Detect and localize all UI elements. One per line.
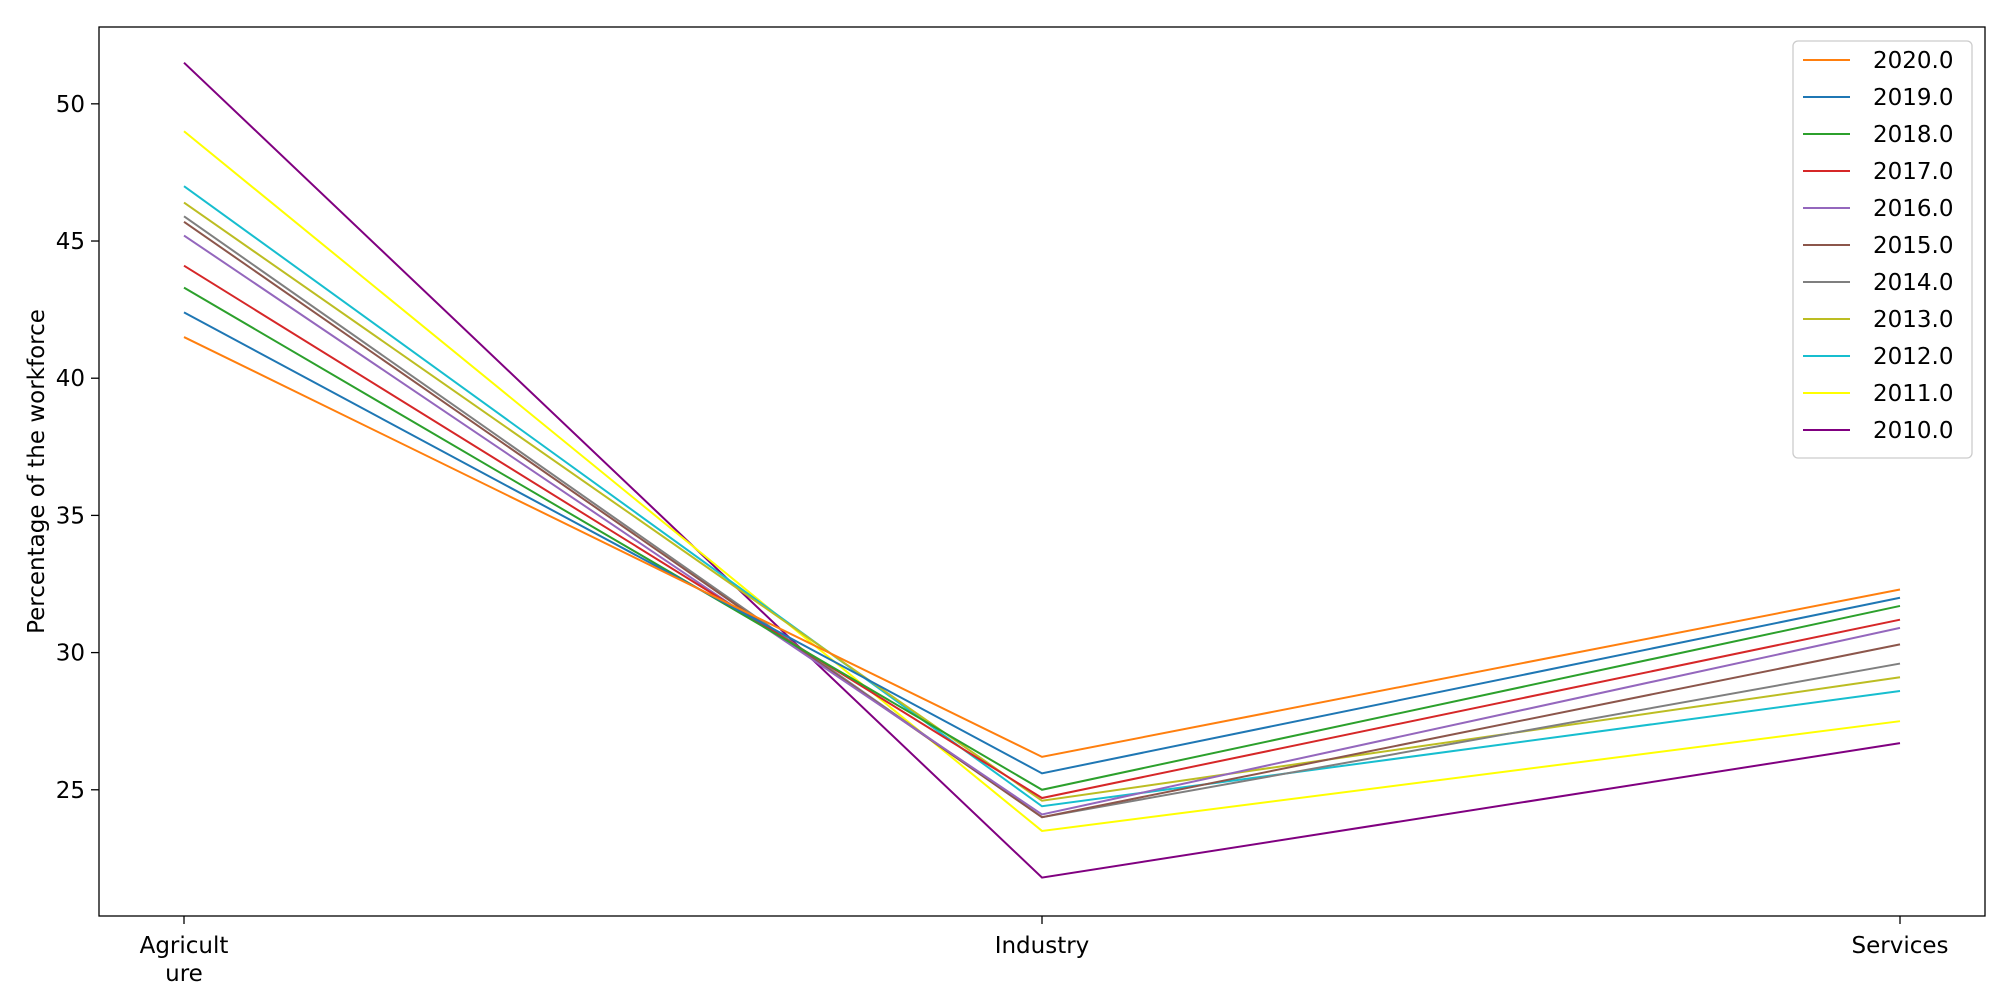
x-tick-label-line: ure — [165, 961, 203, 987]
legend-label: 2020.0 — [1873, 48, 1953, 74]
legend-box — [1792, 40, 1973, 459]
y-tick-label: 35 — [56, 503, 85, 529]
legend-label: 2010.0 — [1873, 418, 1953, 444]
series-line-2020-0 — [183, 336, 1901, 758]
x-tick-label: Industry — [995, 933, 1090, 959]
series-layer — [183, 61, 1901, 879]
x-tick-label-line: Services — [1852, 933, 1949, 959]
y-axis: 25 30 35 40 45 50 — [56, 92, 99, 804]
legend-label: 2011.0 — [1873, 381, 1953, 407]
legend-label: 2015.0 — [1873, 233, 1953, 259]
legend-label: 2019.0 — [1873, 85, 1953, 111]
x-tick-label: Services — [1852, 933, 1949, 959]
series-line-2013-0 — [183, 201, 1901, 802]
legend-label: 2013.0 — [1873, 307, 1953, 333]
x-tick-label-line: Agricult — [140, 933, 229, 959]
legend-label: 2012.0 — [1873, 344, 1953, 370]
y-tick-label: 30 — [56, 641, 85, 667]
x-tick-label: Agricult ure — [140, 933, 229, 987]
legend-label: 2016.0 — [1873, 196, 1953, 222]
series-line-2016-0 — [183, 234, 1901, 816]
y-tick-label: 40 — [56, 366, 85, 392]
legend-label: 2018.0 — [1873, 122, 1953, 148]
series-line-2017-0 — [183, 264, 1901, 800]
series-line-2010-0 — [183, 61, 1901, 879]
legend: 2020.0 2019.0 2018.0 2017.0 2016.0 2015.0 2014… — [1792, 40, 1973, 459]
y-tick-label: 25 — [56, 778, 85, 804]
series-line-2015-0 — [183, 220, 1901, 819]
y-tick-label: 50 — [56, 92, 85, 118]
series-line-2019-0 — [183, 311, 1901, 775]
series-line-2018-0 — [183, 286, 1901, 791]
legend-label: 2017.0 — [1873, 159, 1953, 185]
x-axis: Agricult ure Industry Services — [140, 916, 1949, 987]
y-axis-title: Percentage of the workforce — [24, 309, 50, 634]
series-line-2012-0 — [183, 185, 1901, 808]
y-tick-label: 45 — [56, 229, 85, 255]
x-tick-label-line: Industry — [995, 933, 1090, 959]
legend-label: 2014.0 — [1873, 270, 1953, 296]
series-line-2011-0 — [183, 130, 1901, 832]
